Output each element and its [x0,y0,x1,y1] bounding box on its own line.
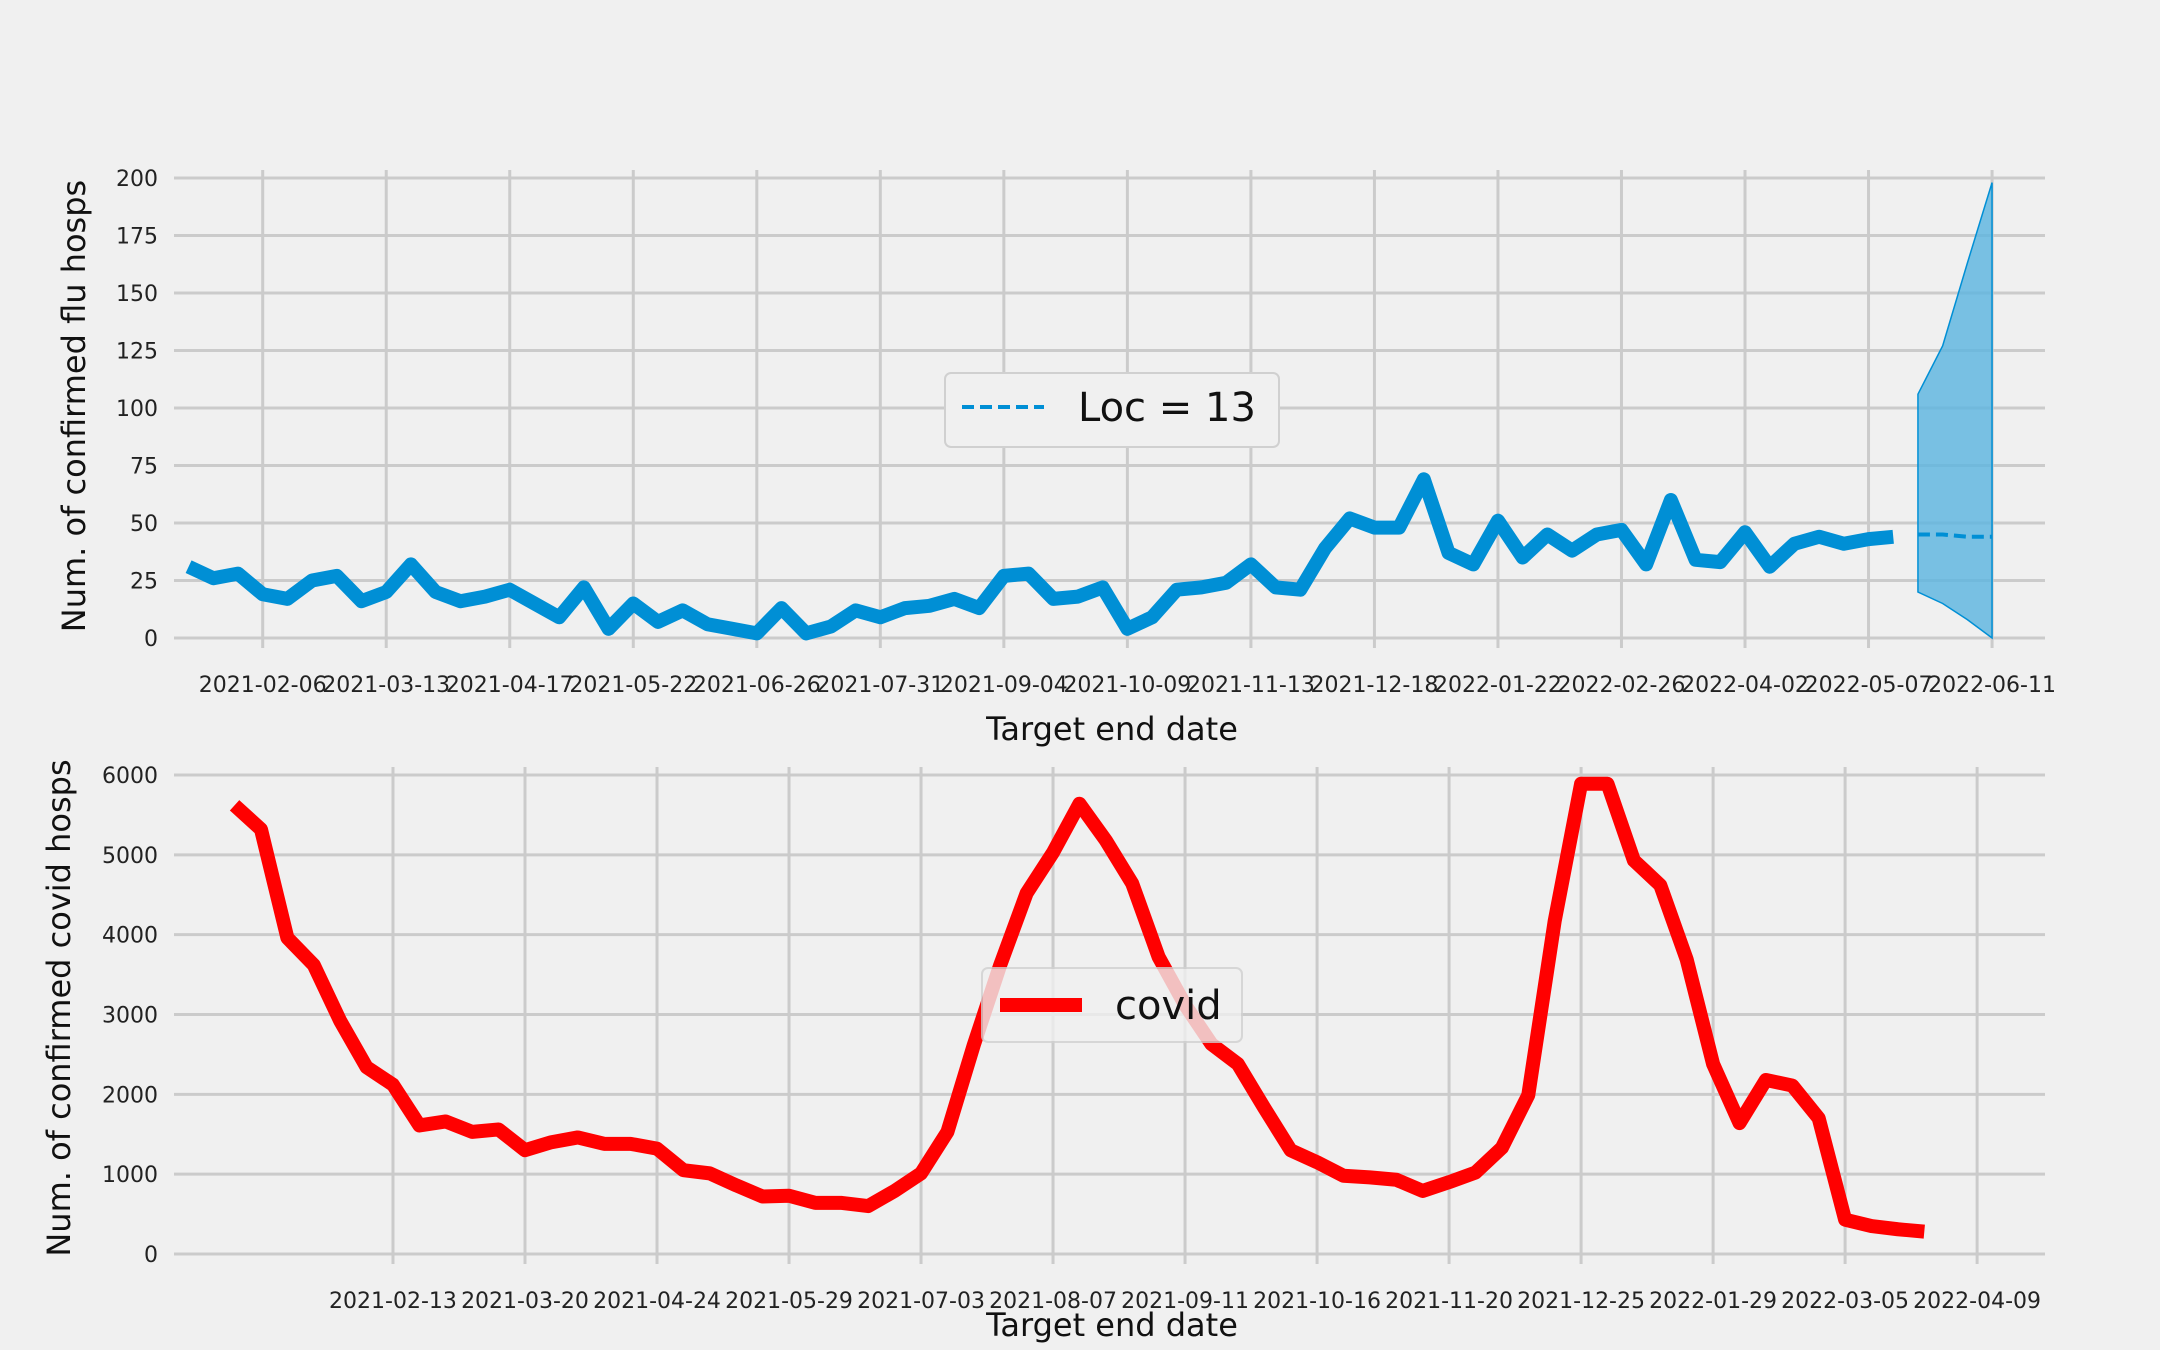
covid-y-tick-label: 1000 [102,1163,158,1188]
covid-x-tick-label: 2021-03-20 [461,1289,589,1314]
flu-x-tick-label: 2022-04-02 [1681,673,1809,698]
covid-x-tick-label: 2021-12-25 [1517,1289,1645,1314]
flu-x-tick-label: 2021-11-13 [1187,673,1315,698]
flu-x-tick-label: 2022-06-11 [1928,673,2056,698]
flu-x-tick-label: 2021-10-09 [1063,673,1191,698]
covid-x-tick-label: 2021-11-20 [1385,1289,1513,1314]
flu-x-tick-labels: 2021-02-062021-03-132021-04-172021-05-22… [199,673,2056,698]
flu-y-tick-label: 0 [144,627,158,652]
flu-x-tick-label: 2022-05-07 [1805,673,1933,698]
covid-line [229,776,1925,1239]
covid-x-tick-label: 2021-10-16 [1253,1289,1381,1314]
flu-x-tick-label: 2021-05-22 [569,673,697,698]
covid-x-tick-label: 2021-08-07 [989,1289,1117,1314]
flu-series-marks [185,182,1993,641]
flu-x-tick-label: 2021-04-17 [446,673,574,698]
covid-y-tick-label: 4000 [102,924,158,949]
flu-y-tick-label: 75 [130,455,158,480]
flu-gridlines [174,170,2045,648]
flu-legend-label: Loc = 13 [1078,385,1256,431]
flu-observed-line [185,472,1894,641]
flu-legend: Loc = 13 [944,372,1280,448]
covid-y-tick-labels: 0 1000 2000 3000 4000 5000 6000 [102,764,158,1268]
flu-y-tick-labels: 0 25 50 75 100 125 150 175 200 [116,167,158,652]
flu-x-tick-label: 2021-02-06 [199,673,327,698]
covid-y-tick-label: 5000 [102,844,158,869]
covid-x-tick-label: 2021-04-24 [593,1289,721,1314]
flu-x-tick-label: 2022-02-26 [1558,673,1686,698]
flu-x-tick-label: 2021-06-26 [693,673,821,698]
flu-x-axis-label: Target end date [985,710,1238,748]
covid-series-marks [229,776,1925,1239]
flu-y-tick-label: 50 [130,512,158,537]
flu-chart: 0 25 50 75 100 125 150 175 200 2021-02-062021-03… [55,167,2056,748]
flu-y-tick-label: 25 [130,570,158,595]
flu-x-tick-label: 2021-09-04 [940,673,1068,698]
covid-x-tick-label: 2021-07-03 [857,1289,985,1314]
covid-x-tick-label: 2022-03-05 [1781,1289,1909,1314]
flu-forecast-median-line [1917,532,1993,539]
flu-x-tick-label: 2021-07-31 [816,673,944,698]
flu-x-tick-label: 2022-01-22 [1434,673,1562,698]
flu-y-tick-label: 150 [116,282,158,307]
covid-x-tick-label: 2022-04-09 [1913,1289,2041,1314]
flu-y-tick-label: 200 [116,167,158,192]
covid-legend-box [981,967,1243,1043]
flu-forecast-interval-band [1917,182,1993,640]
covid-y-tick-label: 2000 [102,1083,158,1108]
flu-y-tick-label: 175 [116,225,158,250]
flu-y-tick-label: 100 [116,397,158,422]
covid-legend-label: covid [1115,983,1222,1029]
covid-y-tick-label: 6000 [102,764,158,789]
flu-legend-box [944,372,1280,448]
flu-x-tick-label: 2021-12-18 [1311,673,1439,698]
covid-x-tick-label: 2021-02-13 [329,1289,457,1314]
covid-x-tick-label: 2021-09-11 [1121,1289,1249,1314]
flu-x-tick-label: 2021-03-13 [322,673,450,698]
covid-x-tick-label: 2022-01-29 [1649,1289,1777,1314]
flu-y-tick-label: 125 [116,340,158,365]
covid-y-axis-label: Num. of confirmed covid hosps [40,759,78,1256]
covid-x-axis-label: Target end date [985,1306,1238,1344]
flu-y-axis-label: Num. of confirmed flu hosps [55,180,93,632]
covid-legend: covid [981,967,1243,1043]
covid-y-tick-label: 0 [144,1243,158,1268]
covid-x-tick-label: 2021-05-29 [725,1289,853,1314]
covid-x-tick-labels: 2021-02-13 2021-03-20 2021-04-24 2021-05-29… [329,1289,2041,1314]
covid-y-tick-label: 3000 [102,1004,158,1029]
